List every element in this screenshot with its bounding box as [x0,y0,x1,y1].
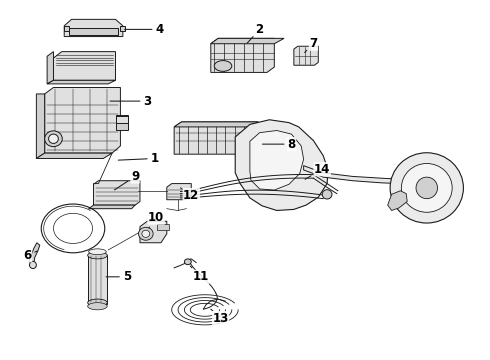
Polygon shape [29,243,40,267]
Ellipse shape [88,299,107,306]
Ellipse shape [390,153,464,223]
Polygon shape [167,184,191,200]
Text: 6: 6 [24,249,37,262]
Ellipse shape [139,227,153,240]
Ellipse shape [29,261,36,269]
Ellipse shape [416,177,438,199]
Polygon shape [64,19,123,37]
Bar [64,26,69,31]
Bar [116,116,128,123]
Polygon shape [304,166,411,184]
Text: 7: 7 [305,37,318,53]
Text: 12: 12 [180,188,199,202]
Text: 14: 14 [305,163,330,179]
Polygon shape [174,122,258,127]
Polygon shape [89,205,135,209]
Polygon shape [140,221,167,243]
Ellipse shape [401,163,452,212]
Text: 5: 5 [106,270,131,283]
Bar [69,28,118,35]
Polygon shape [53,51,116,80]
Polygon shape [47,51,53,84]
Text: 11: 11 [190,266,209,283]
Polygon shape [45,87,121,153]
Polygon shape [47,80,116,84]
Polygon shape [94,181,140,205]
Text: 2: 2 [247,23,264,44]
Text: 8: 8 [263,138,295,150]
Ellipse shape [49,134,58,143]
Polygon shape [36,94,45,158]
Text: 13: 13 [211,309,229,325]
Text: 9: 9 [115,170,139,190]
Polygon shape [294,46,318,65]
Ellipse shape [88,252,107,259]
Text: 4: 4 [124,23,164,36]
Ellipse shape [45,131,62,147]
Polygon shape [211,39,274,72]
Bar [116,116,128,130]
Text: 10: 10 [148,211,164,228]
Text: 3: 3 [110,95,151,108]
Polygon shape [250,131,304,190]
Polygon shape [388,191,407,211]
Ellipse shape [184,259,191,265]
Bar [157,224,169,230]
Polygon shape [36,153,112,158]
Polygon shape [211,39,284,44]
Polygon shape [235,120,328,211]
Ellipse shape [142,230,150,237]
Polygon shape [174,122,258,154]
Bar [121,26,125,31]
Ellipse shape [88,303,107,310]
Ellipse shape [322,190,332,199]
Ellipse shape [89,249,106,255]
Ellipse shape [214,60,232,71]
Bar [88,255,107,304]
Text: 1: 1 [118,152,159,165]
